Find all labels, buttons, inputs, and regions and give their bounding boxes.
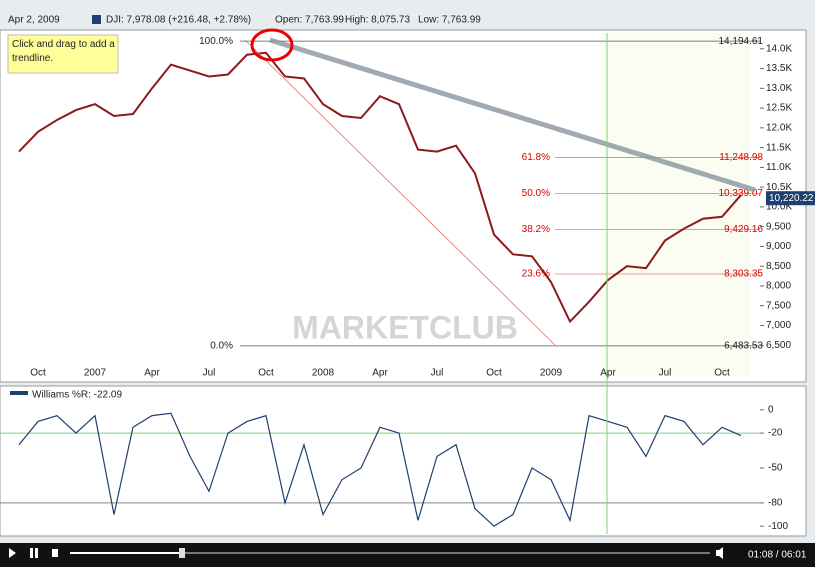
fib-percent: 50.0% [522,188,550,199]
progress-fill [70,552,182,554]
fib-percent: 100.0% [199,36,233,47]
y-tick-label: 0 [768,404,774,415]
y-tick-label: -20 [768,428,783,439]
watermark: MARKETCLUB [292,309,518,345]
date: Apr 2, 2009 [8,15,60,26]
legend-swatch [92,15,101,24]
y-tick-label: 11.5K [766,142,792,153]
x-tick-label: Oct [30,368,46,379]
y-tick-label: 8,500 [766,261,791,272]
indicator-title: Williams %R: -22.09 [32,390,122,401]
y-tick-label: -80 [768,498,783,509]
indicator-panel [0,385,807,537]
y-tick-label: 9,500 [766,221,791,232]
x-tick-label: Jul [659,368,672,379]
stop-button[interactable] [52,549,58,557]
tooltip-box [7,34,119,74]
fib-percent: 38.2% [522,224,550,235]
x-tick-label: 2008 [312,368,335,379]
tooltip: Click and drag to add a trendline. [12,39,115,64]
y-tick-label: 12.0K [766,122,792,133]
x-tick-label: Jul [203,368,216,379]
y-tick-label: 6,500 [766,340,791,351]
plots: 14.0K 13.5K 13.0K 12.5K 12.0K 11.5K 11.0K 10.5K… [0,36,815,532]
fib-value: 10,339.07 [719,188,764,199]
shaded-range [600,33,750,376]
fib-value: 9,429.16 [724,224,763,235]
fib-percent: 0.0% [210,341,233,352]
quote: DJI: 7,978.08 (+216.48, +2.78%) [106,15,251,26]
progress-track [70,552,710,554]
open: Open: 7,763.99 [275,15,344,26]
volume-button[interactable] [716,547,723,559]
tooltip-text: Click and drag to add a trendline. [12,39,115,64]
y-tick-label: -100 [768,521,788,532]
x-tick-label: Oct [486,368,502,379]
fib-percent: 23.6% [522,269,550,280]
fib-percent: 61.8% [522,152,550,163]
last-price-label: 10,220.22 [769,193,814,204]
y-tick-label: -50 [768,463,783,474]
y-tick-label: 8,000 [766,281,791,292]
y-tick-label: 13.5K [766,63,792,74]
x-tick-label: Oct [714,368,730,379]
legend-swatch [10,391,28,395]
y-tick-label: 13.0K [766,83,792,94]
pause-button-bar [35,548,38,558]
fib-value: 8,303.35 [724,269,763,280]
fib-value: 11,248.98 [719,152,763,163]
y-tick-label: 12.5K [766,103,792,114]
progress-handle[interactable] [179,548,185,558]
x-tick-label: Apr [144,368,160,379]
fib-value: 14,194.61 [719,36,764,47]
y-tick-label: 7,000 [766,320,791,331]
low: Low: 7,763.99 [418,15,481,26]
fib-value: 6,483.53 [724,341,763,352]
x-tick-label: 2009 [540,368,563,379]
y-tick-label: 10.5K [766,182,792,193]
y-tick-label: 7,500 [766,300,791,311]
x-tick-label: Jul [431,368,444,379]
highlight-circle [250,28,294,62]
x-tick-label: Oct [258,368,274,379]
pause-button[interactable] [30,548,33,558]
trendline [269,37,756,193]
series-line [18,51,742,324]
y-tick-label: 9,000 [766,241,791,252]
x-tick-label: Apr [372,368,388,379]
player-bar [0,543,815,567]
play-button[interactable] [9,548,16,558]
series-line [18,412,742,527]
y-tick-label: 10.0K [766,202,792,213]
last-price-badge [766,191,815,206]
fib-diagonal [244,39,556,346]
high: High: 8,075.73 [345,15,410,26]
x-tick-label: Apr [600,368,616,379]
y-tick-label: 14.0K [766,43,792,54]
time: 01:08 / 06:01 [748,550,807,561]
x-tick-label: 2007 [84,368,107,379]
y-tick-label: 11.0K [766,162,792,173]
